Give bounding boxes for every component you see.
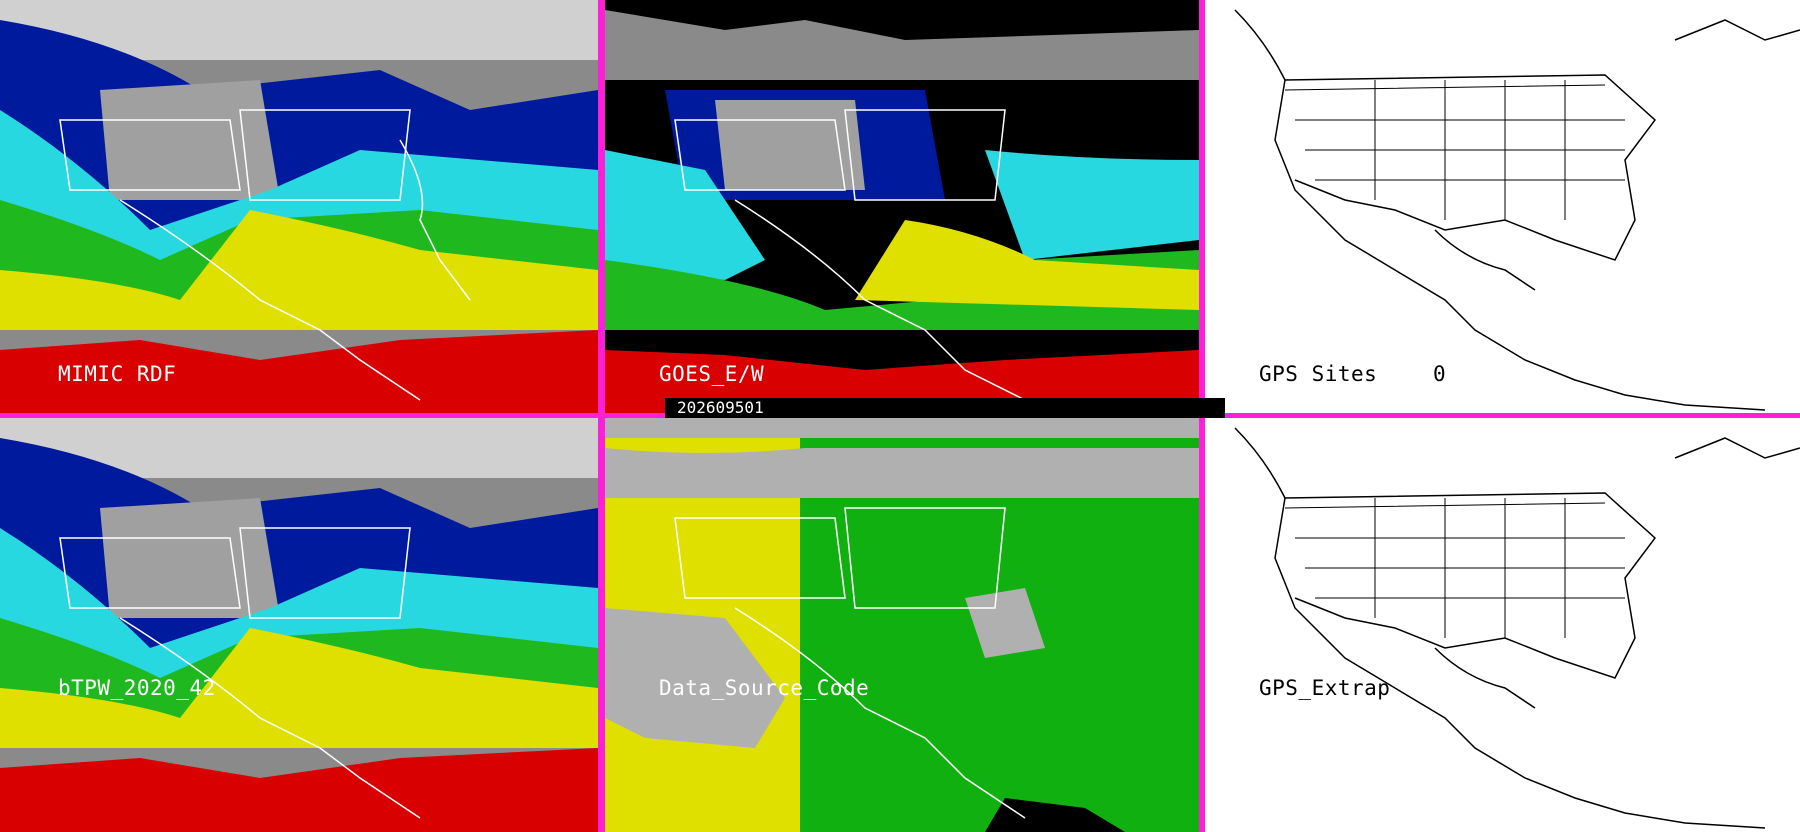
gps-sites-panel: GPS Sites 0 — [1205, 0, 1800, 413]
tpw-goes-map — [605, 0, 1199, 413]
panel-label: GPS Sites — [1259, 362, 1378, 386]
gps-extrap-map — [1205, 418, 1800, 832]
tpw-mimic-map — [0, 0, 598, 413]
data-source-map — [605, 418, 1199, 832]
gps-sites-map — [1205, 0, 1800, 413]
tpw-goes-panel: GOES_E/W — [605, 0, 1199, 413]
btpw-map — [0, 418, 598, 832]
btpw-panel: bTPW_2020_42 — [0, 418, 598, 832]
tpw-mimic-panel: MIMIC RDF — [0, 0, 598, 413]
timestamp-bar: 202609501 — [665, 398, 1225, 418]
panel-label: MIMIC RDF — [58, 362, 177, 386]
panel-label: bTPW_2020_42 — [58, 676, 216, 700]
gps-site-count: 0 — [1433, 362, 1447, 386]
data-source-panel: Data_Source_Code — [605, 418, 1199, 832]
panel-label: GPS_Extrap — [1259, 676, 1391, 700]
panel-label: GOES_E/W — [659, 362, 765, 386]
timestamp: 202609501 — [677, 398, 764, 417]
gps-extrap-panel: GPS_Extrap — [1205, 418, 1800, 832]
panel-label: Data_Source_Code — [659, 676, 870, 700]
